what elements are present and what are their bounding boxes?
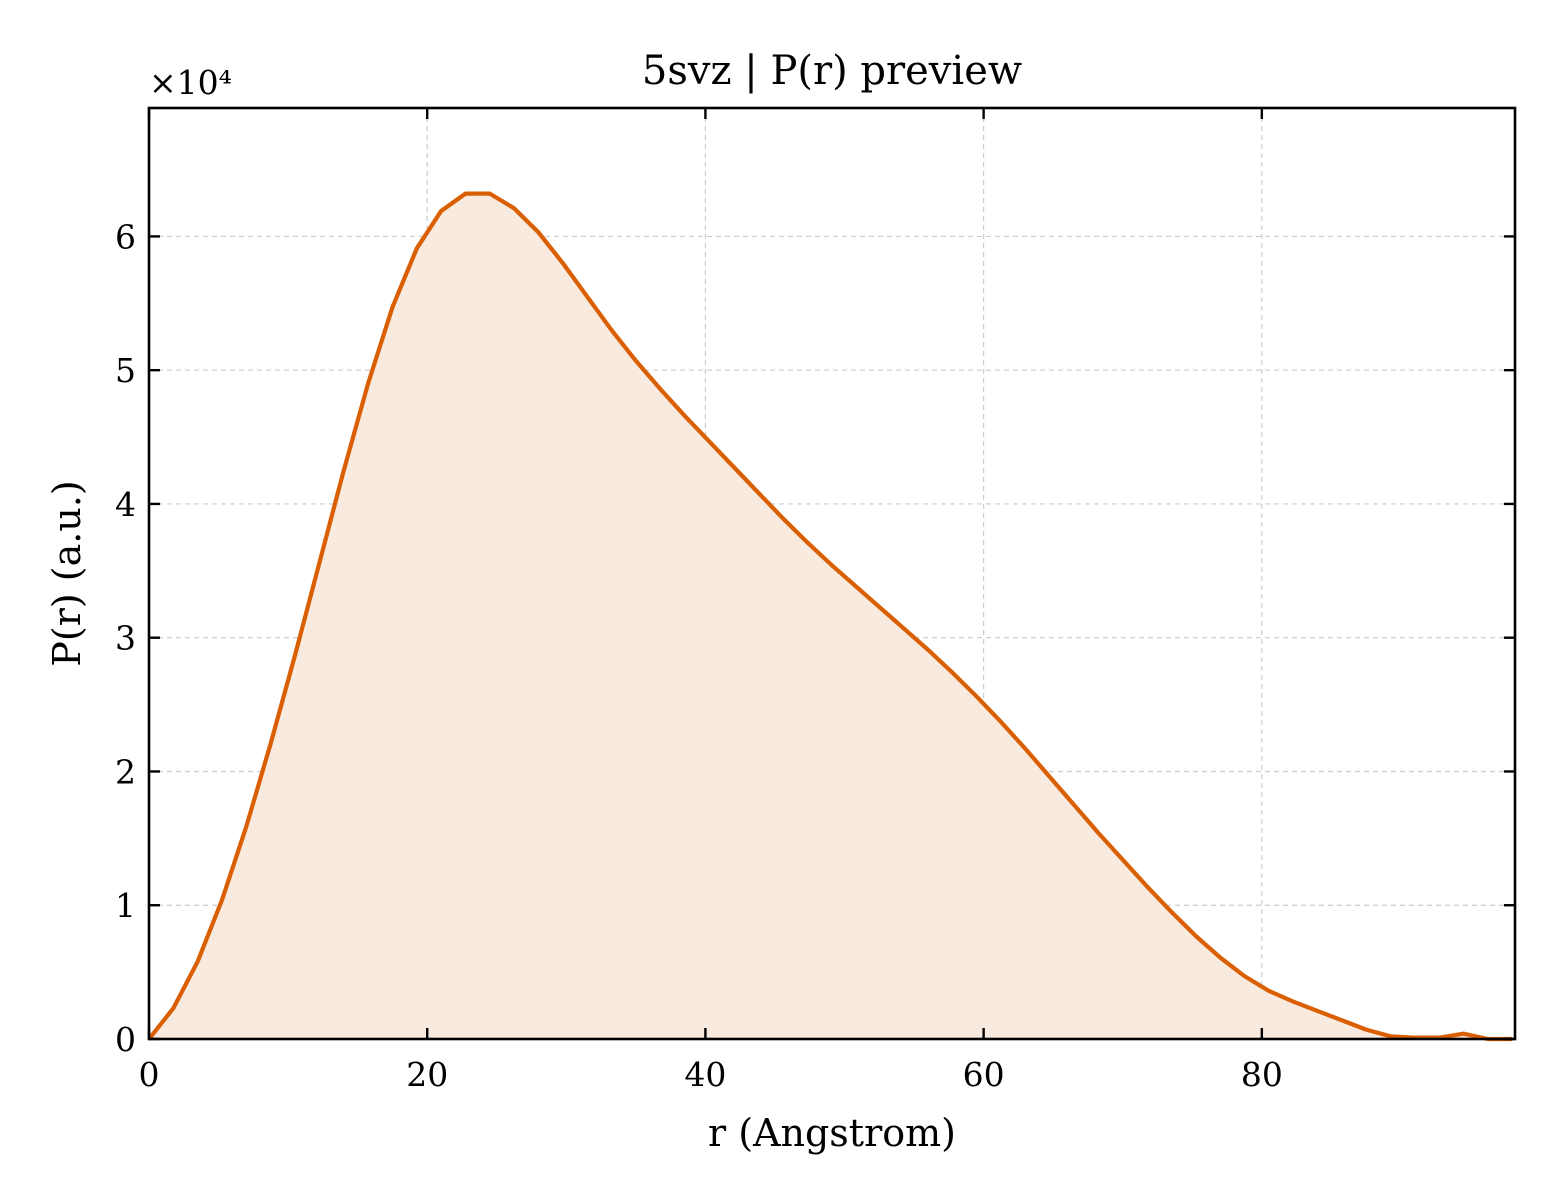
- y-tick-label: 4: [115, 485, 136, 524]
- y-tick-label: 2: [115, 752, 136, 791]
- area-fill: [149, 193, 1513, 1040]
- x-tick-label: 60: [963, 1055, 1005, 1094]
- y-tick-label: 0: [115, 1020, 136, 1059]
- x-tick-label: 20: [406, 1055, 448, 1094]
- y-tick-label: 6: [115, 217, 136, 256]
- plot-frame: [147, 106, 1517, 1041]
- ticks: 0 20 40 60 80 0 1 2 3 4 5 6: [115, 108, 1515, 1094]
- x-tick-label: 80: [1241, 1055, 1283, 1094]
- y-tick-label: 1: [115, 886, 136, 925]
- x-tick-label: 40: [684, 1055, 726, 1094]
- series-line: [147, 191, 1513, 1042]
- y-tick-label: 3: [115, 619, 136, 658]
- x-tick-label: 0: [139, 1055, 160, 1094]
- x-axis-label: r (Angstrom): [708, 1111, 956, 1155]
- y-axis-multiplier: ×10⁴: [149, 63, 232, 102]
- y-axis-label: P(r) (a.u.): [45, 480, 89, 666]
- chart-title: 5svz | P(r) preview: [642, 48, 1022, 94]
- y-tick-label: 5: [115, 351, 136, 390]
